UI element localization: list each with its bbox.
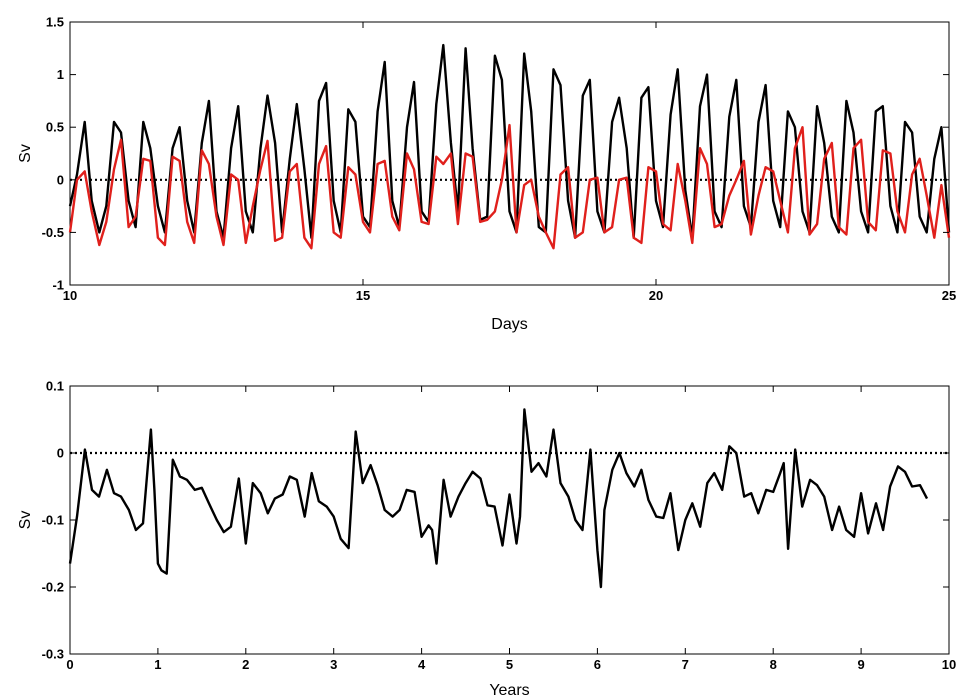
top-x-tick-label: 15 bbox=[356, 288, 370, 303]
bottom-y-tick-label: -0.1 bbox=[42, 513, 64, 528]
top-x-axis-label: Days bbox=[491, 316, 527, 333]
bottom-plot-frame bbox=[69, 385, 950, 655]
bottom-x-tick-label: 5 bbox=[506, 657, 513, 672]
bottom-x-tick-label: 2 bbox=[242, 657, 249, 672]
bottom-x-tick-label: 9 bbox=[857, 657, 864, 672]
bottom-x-ticks: 0 1 2 3 4 5 6 7 8 9 10 bbox=[66, 386, 956, 672]
bottom-x-tick-label: 10 bbox=[942, 657, 956, 672]
top-series-1-line bbox=[68, 123, 951, 250]
bottom-panel: 0 1 2 3 4 5 6 7 8 9 10 -0.3 -0.2 -0.1 0 0.1 Years Sv bbox=[17, 379, 956, 699]
bottom-x-tick-label: 6 bbox=[594, 657, 601, 672]
bottom-x-tick-label: 3 bbox=[330, 657, 337, 672]
bottom-x-tick-label: 1 bbox=[154, 657, 161, 672]
top-plot-frame bbox=[69, 21, 950, 286]
bottom-y-axis-label: Sv bbox=[17, 511, 34, 530]
bottom-y-tick-label: 0 bbox=[57, 446, 64, 461]
top-y-tick-label: 0 bbox=[57, 172, 64, 187]
top-y-tick-label: -0.5 bbox=[42, 225, 64, 240]
bottom-y-ticks: -0.3 -0.2 -0.1 0 0.1 bbox=[42, 379, 949, 662]
bottom-y-tick-label: -0.3 bbox=[42, 647, 64, 662]
bottom-series-0-line bbox=[68, 408, 929, 589]
bottom-y-tick-label: 0.1 bbox=[46, 379, 64, 394]
top-y-tick-label: 1.5 bbox=[46, 15, 64, 30]
bottom-y-tick-label: -0.2 bbox=[42, 580, 64, 595]
top-y-ticks: -1 -0.5 0 0.5 1 1.5 bbox=[42, 15, 949, 293]
bottom-x-tick-label: 0 bbox=[66, 657, 73, 672]
bottom-x-tick-label: 7 bbox=[682, 657, 689, 672]
bottom-series-group bbox=[68, 408, 929, 589]
top-x-tick-label: 10 bbox=[63, 288, 77, 303]
top-panel: 10 15 20 25 -1 -0.5 0 0.5 1 1.5 Days Sv bbox=[17, 15, 956, 334]
top-y-tick-label: -1 bbox=[52, 278, 64, 293]
top-x-tick-label: 20 bbox=[649, 288, 663, 303]
top-series-group bbox=[68, 43, 951, 250]
top-y-tick-label: 0.5 bbox=[46, 120, 64, 135]
bottom-x-tick-label: 4 bbox=[418, 657, 426, 672]
bottom-x-tick-label: 8 bbox=[770, 657, 777, 672]
top-x-ticks: 10 15 20 25 bbox=[63, 22, 956, 303]
top-x-tick-label: 25 bbox=[942, 288, 956, 303]
top-y-axis-label: Sv bbox=[17, 144, 34, 163]
top-y-tick-label: 1 bbox=[57, 67, 64, 82]
bottom-x-axis-label: Years bbox=[489, 682, 529, 699]
